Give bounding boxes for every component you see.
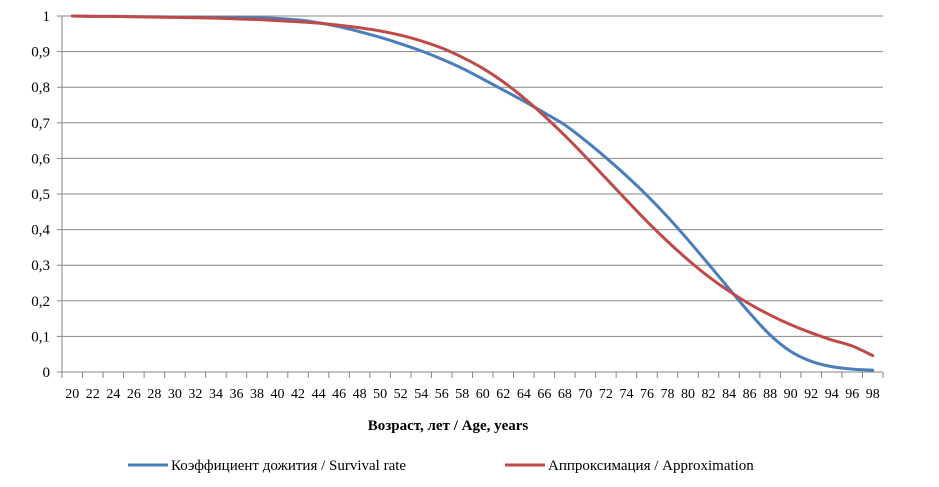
x-tick-label: 58 — [455, 387, 469, 402]
x-tick-label: 80 — [681, 387, 695, 402]
y-tick-label: 0,9 — [31, 45, 50, 61]
x-tick-label: 22 — [86, 387, 100, 402]
series-line-survival-rate — [70, 14, 875, 372]
x-tick-label: 88 — [763, 387, 777, 402]
x-tick-label: 92 — [804, 387, 818, 402]
x-tick-label: 36 — [229, 387, 243, 402]
series-lines — [70, 14, 875, 372]
x-tick-label: 24 — [106, 387, 120, 402]
x-tick-label: 64 — [517, 387, 531, 402]
x-axis-label: Возраст, лет / Age, years — [368, 418, 529, 434]
y-tick-label: 0,3 — [31, 258, 50, 274]
x-tick-label: 78 — [660, 387, 674, 402]
series-line-approximation — [70, 14, 875, 358]
x-tick-label: 72 — [599, 387, 613, 402]
x-tick-label: 56 — [435, 387, 449, 402]
x-tick-label: 74 — [619, 387, 633, 402]
x-tick-label: 44 — [312, 387, 326, 402]
x-tick-label: 50 — [373, 387, 387, 402]
x-tick-label: 30 — [168, 387, 182, 402]
x-tick-label: 86 — [743, 387, 757, 402]
x-tick-label: 68 — [558, 387, 572, 402]
y-tick-label: 0,2 — [31, 294, 50, 310]
gridlines — [62, 15, 883, 373]
x-tick-label: 90 — [784, 387, 798, 402]
x-tick-label: 48 — [353, 387, 367, 402]
legend-label: Аппроксимация / Approximation — [548, 458, 754, 474]
y-axis: 0 0,1 0,2 0,3 0,4 0,5 0,6 0,7 0,8 0,9 1 — [31, 9, 63, 381]
y-tick-label: 1 — [43, 9, 51, 25]
x-axis: 20 22 24 26 28 30 32 34 36 38 40 42 44 46 48 50 52 54 56 58… — [61, 371, 884, 402]
legend: Коэффициент дожития / Survival rate Аппро… — [128, 458, 754, 474]
x-tick-label: 82 — [702, 387, 716, 402]
x-tick-label: 52 — [394, 387, 408, 402]
x-tick-label: 42 — [291, 387, 305, 402]
y-tick-label: 0,5 — [31, 187, 50, 203]
x-tick-label: 66 — [537, 387, 551, 402]
y-tick-label: 0,4 — [31, 223, 50, 239]
x-tick-label: 26 — [127, 387, 141, 402]
x-tick-label: 76 — [640, 387, 654, 402]
x-tick-label: 62 — [496, 387, 510, 402]
y-tick-label: 0,1 — [31, 329, 50, 345]
x-tick-label: 46 — [332, 387, 346, 402]
x-tick-label: 32 — [188, 387, 202, 402]
y-tick-label: 0,6 — [31, 151, 50, 167]
x-tick-label: 98 — [866, 387, 880, 402]
x-tick-label: 60 — [476, 387, 490, 402]
legend-label: Коэффициент дожития / Survival rate — [171, 458, 406, 474]
x-tick-label: 38 — [250, 387, 264, 402]
x-tick-label: 34 — [209, 387, 223, 402]
y-tick-label: 0,7 — [31, 116, 50, 132]
x-tick-label: 40 — [271, 387, 285, 402]
x-tick-label: 20 — [65, 387, 79, 402]
x-tick-label: 54 — [414, 387, 428, 402]
x-tick-label: 94 — [825, 387, 839, 402]
y-tick-label: 0,8 — [31, 80, 50, 96]
x-tick-label: 96 — [845, 387, 859, 402]
x-tick-label: 28 — [147, 387, 161, 402]
x-tick-label: 70 — [578, 387, 592, 402]
x-tick-label: 84 — [722, 387, 736, 402]
y-tick-label: 0 — [43, 365, 51, 381]
